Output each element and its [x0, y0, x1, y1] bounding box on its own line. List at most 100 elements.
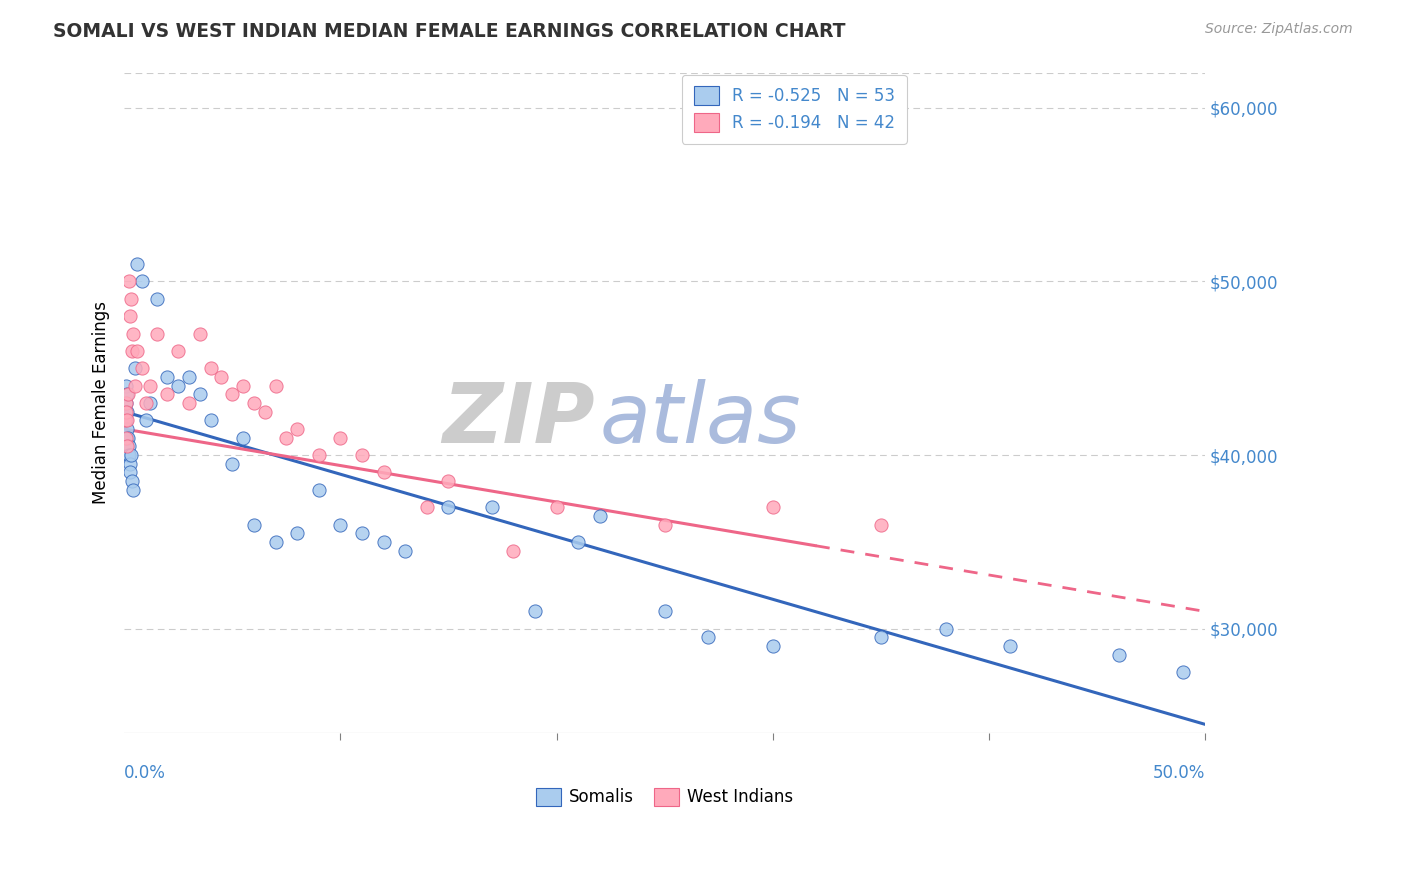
Point: [117, 405, 139, 419]
Point: [121, 483, 143, 497]
Point: [120, 466, 142, 480]
Point: [135, 396, 157, 410]
Point: [156, 370, 179, 384]
Text: Source: ZipAtlas.com: Source: ZipAtlas.com: [1205, 22, 1353, 37]
Point: [221, 457, 243, 471]
Point: [523, 604, 546, 618]
Point: [373, 535, 395, 549]
Point: [188, 326, 211, 341]
Point: [416, 500, 439, 515]
Point: [117, 274, 139, 288]
Point: [350, 448, 373, 462]
Point: [373, 466, 395, 480]
Point: [1108, 648, 1130, 662]
Point: [276, 431, 298, 445]
Point: [114, 396, 136, 410]
Point: [232, 431, 254, 445]
Legend: Somalis, West Indians: Somalis, West Indians: [529, 781, 800, 813]
Point: [253, 405, 276, 419]
Point: [696, 631, 718, 645]
Point: [211, 370, 233, 384]
Text: 0.0%: 0.0%: [124, 764, 166, 782]
Point: [115, 387, 138, 401]
Point: [118, 457, 141, 471]
Point: [156, 387, 179, 401]
Point: [243, 517, 266, 532]
Point: [121, 326, 143, 341]
Text: 50.0%: 50.0%: [1153, 764, 1205, 782]
Point: [654, 517, 676, 532]
Point: [935, 622, 957, 636]
Point: [1000, 639, 1022, 653]
Point: [121, 474, 143, 488]
Point: [567, 535, 589, 549]
Point: [114, 431, 136, 445]
Point: [869, 631, 891, 645]
Text: ZIP: ZIP: [441, 379, 595, 460]
Point: [117, 387, 139, 401]
Point: [188, 387, 211, 401]
Point: [329, 517, 352, 532]
Point: [117, 448, 139, 462]
Point: [481, 500, 503, 515]
Point: [243, 396, 266, 410]
Point: [654, 604, 676, 618]
Point: [114, 413, 136, 427]
Point: [285, 526, 308, 541]
Point: [546, 500, 568, 515]
Point: [115, 378, 138, 392]
Point: [1173, 665, 1195, 680]
Point: [350, 526, 373, 541]
Y-axis label: Median Female Earnings: Median Female Earnings: [93, 301, 110, 505]
Point: [115, 413, 138, 427]
Point: [115, 439, 138, 453]
Point: [167, 343, 190, 358]
Point: [762, 639, 785, 653]
Point: [115, 431, 138, 445]
Point: [762, 500, 785, 515]
Point: [329, 431, 352, 445]
Point: [115, 431, 138, 445]
Point: [124, 378, 146, 392]
Point: [502, 543, 524, 558]
Point: [118, 448, 141, 462]
Point: [115, 405, 138, 419]
Point: [869, 517, 891, 532]
Point: [115, 439, 138, 453]
Point: [115, 396, 138, 410]
Text: SOMALI VS WEST INDIAN MEDIAN FEMALE EARNINGS CORRELATION CHART: SOMALI VS WEST INDIAN MEDIAN FEMALE EARN…: [53, 22, 846, 41]
Point: [437, 474, 460, 488]
Point: [124, 361, 146, 376]
Point: [177, 370, 200, 384]
Point: [131, 361, 153, 376]
Point: [167, 378, 190, 392]
Point: [200, 361, 222, 376]
Point: [118, 309, 141, 323]
Point: [127, 257, 149, 271]
Point: [394, 543, 416, 558]
Point: [145, 326, 167, 341]
Point: [285, 422, 308, 436]
Point: [264, 535, 287, 549]
Point: [139, 396, 162, 410]
Point: [117, 439, 139, 453]
Point: [200, 413, 222, 427]
Point: [117, 431, 139, 445]
Point: [121, 343, 143, 358]
Point: [232, 378, 254, 392]
Point: [131, 274, 153, 288]
Point: [120, 292, 142, 306]
Point: [114, 405, 136, 419]
Point: [177, 396, 200, 410]
Point: [120, 448, 142, 462]
Point: [117, 422, 139, 436]
Point: [145, 292, 167, 306]
Point: [221, 387, 243, 401]
Point: [264, 378, 287, 392]
Point: [127, 343, 149, 358]
Point: [437, 500, 460, 515]
Point: [308, 483, 330, 497]
Point: [139, 378, 162, 392]
Point: [117, 413, 139, 427]
Text: atlas: atlas: [600, 379, 801, 460]
